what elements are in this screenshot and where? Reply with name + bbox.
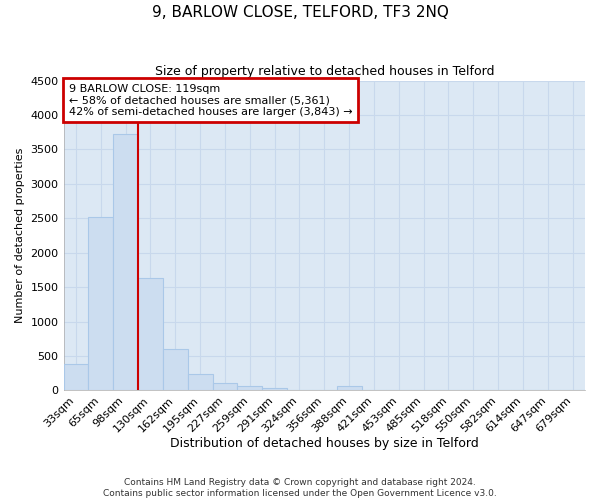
Y-axis label: Number of detached properties: Number of detached properties [15,148,25,323]
Bar [163,349,188,391]
Title: Size of property relative to detached houses in Telford: Size of property relative to detached ho… [155,65,494,78]
Bar [138,278,163,390]
Text: 9 BARLOW CLOSE: 119sqm
← 58% of detached houses are smaller (5,361)
42% of semi-: 9 BARLOW CLOSE: 119sqm ← 58% of detached… [69,84,352,117]
Bar [262,388,287,390]
Text: 9, BARLOW CLOSE, TELFORD, TF3 2NQ: 9, BARLOW CLOSE, TELFORD, TF3 2NQ [152,5,448,20]
X-axis label: Distribution of detached houses by size in Telford: Distribution of detached houses by size … [170,437,479,450]
Bar [238,386,262,390]
Bar [88,217,113,390]
Bar [188,374,212,390]
Bar [337,386,362,390]
Bar [113,134,138,390]
Bar [64,364,88,390]
Bar [212,384,238,390]
Text: Contains HM Land Registry data © Crown copyright and database right 2024.
Contai: Contains HM Land Registry data © Crown c… [103,478,497,498]
